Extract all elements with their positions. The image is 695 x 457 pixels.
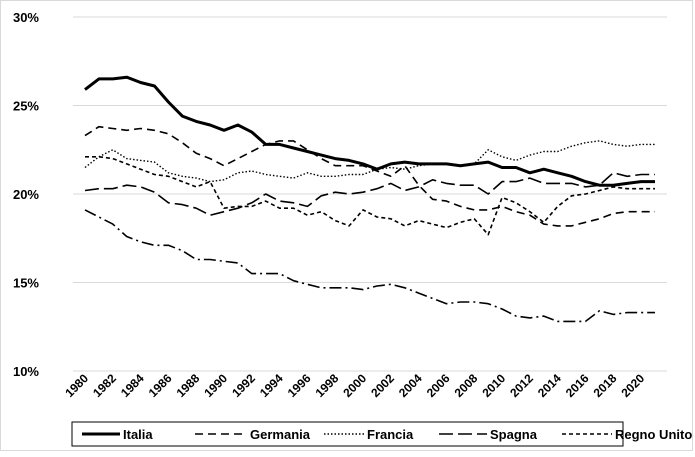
x-tick-label: 1986 [146, 371, 175, 400]
x-tick-label: 2014 [535, 371, 564, 400]
x-tick-label: 2006 [424, 371, 453, 400]
legend-box [71, 421, 624, 447]
legend-label: Spagna [490, 427, 538, 442]
x-tick-label: 2020 [618, 371, 647, 400]
y-tick-label: 25% [13, 99, 39, 114]
series-line-francia [84, 140, 655, 183]
series-line-regno-unito [85, 156, 655, 236]
series-line-spagna [84, 172, 655, 216]
legend-label: Germania [250, 427, 311, 442]
gridlines [73, 16, 667, 372]
series-line-germania [84, 125, 655, 227]
series-line-italia [84, 75, 655, 187]
x-tick-label: 2012 [507, 371, 536, 400]
y-tick-label: 20% [13, 187, 39, 202]
x-tick-label: 1980 [62, 371, 91, 400]
series-lines [84, 75, 655, 323]
y-tick-label: 30% [13, 10, 39, 25]
x-tick-label: 2004 [396, 371, 425, 400]
y-tick-label: 10% [13, 364, 39, 379]
y-axis-ticks: 10% 15% 20% 25% 30% [13, 10, 39, 379]
x-tick-label: 2008 [452, 371, 481, 400]
x-tick-label: 1988 [174, 371, 203, 400]
x-tick-label: 1994 [257, 371, 286, 400]
x-tick-label: 2016 [563, 371, 592, 400]
x-tick-label: 2018 [591, 371, 620, 400]
x-tick-label: 1990 [201, 371, 230, 400]
x-tick-label: 1998 [313, 371, 342, 400]
x-tick-label: 2010 [479, 371, 508, 400]
legend-label: Regno Unito [615, 427, 692, 442]
y-tick-label: 15% [13, 276, 39, 291]
series-line-usa [84, 209, 655, 323]
x-tick-label: 1982 [90, 371, 119, 400]
x-axis-ticks: 1980 1982 1984 1986 1988 1990 1992 1994 1996 1998… [62, 371, 647, 400]
x-tick-label: 1996 [285, 371, 314, 400]
x-tick-label: 1984 [118, 371, 147, 400]
legend-label: Francia [367, 427, 414, 442]
x-tick-label: 2000 [340, 371, 369, 400]
x-tick-label: 1992 [229, 371, 258, 400]
legend-label: Italia [123, 427, 153, 442]
x-tick-label: 2002 [368, 371, 397, 400]
